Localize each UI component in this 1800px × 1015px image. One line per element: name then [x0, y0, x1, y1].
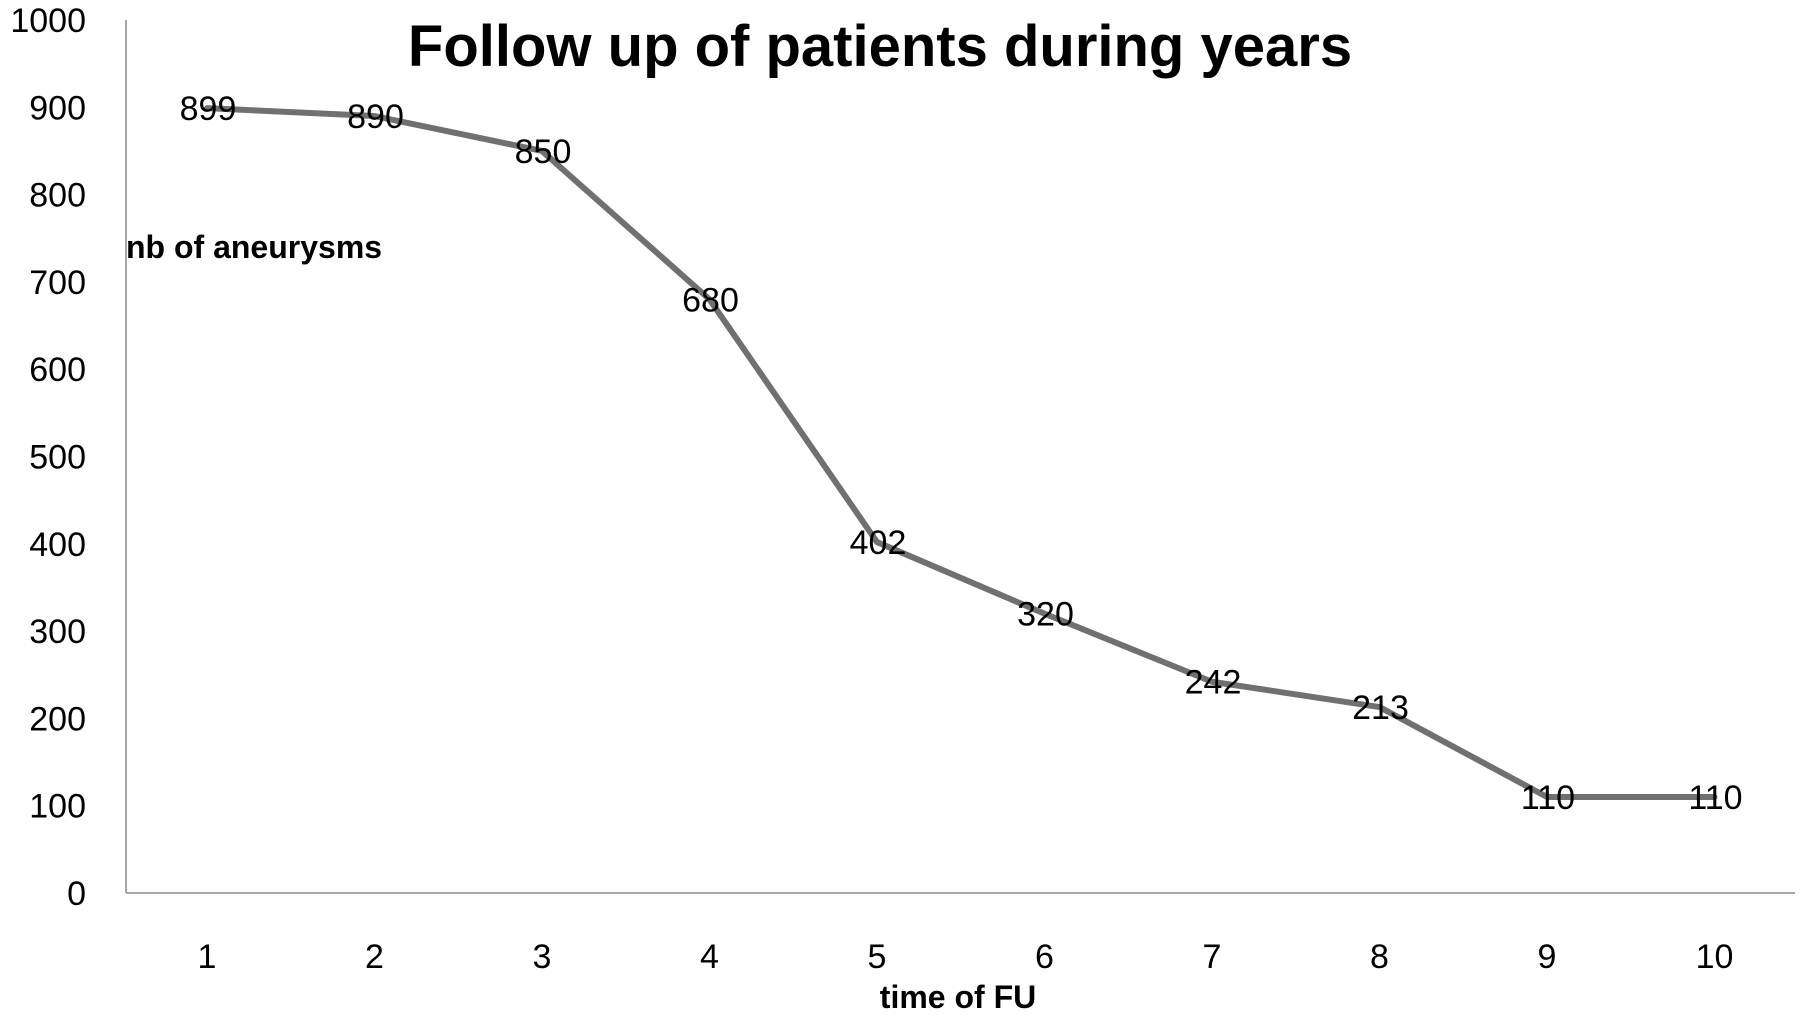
y-tick-label: 0	[67, 875, 86, 913]
data-labels: 899 890 850 680 402 320 242 213 110 110	[180, 90, 1743, 817]
data-label: 402	[850, 524, 907, 562]
y-tick-label: 800	[29, 177, 86, 215]
data-label: 890	[347, 98, 404, 136]
y-tick-label: 300	[29, 613, 86, 651]
data-label: 110	[1521, 779, 1575, 817]
y-tick-label: 900	[29, 89, 86, 127]
x-tick-label: 10	[1696, 938, 1734, 976]
x-axis-label: time of FU	[880, 979, 1036, 1015]
x-axis-ticks: 1 2 3 4 5 6 7 8 9 10	[198, 938, 1734, 976]
data-label: 110	[1688, 779, 1742, 817]
y-tick-label: 200	[29, 700, 86, 738]
data-label: 320	[1017, 596, 1074, 634]
y-axis-ticks: 0 100 200 300 400 500 600 700 800 900 1000	[10, 2, 86, 913]
y-tick-label: 600	[29, 351, 86, 389]
y-axis-label: nb of aneurysms	[126, 229, 382, 265]
y-tick-label: 400	[29, 526, 86, 564]
x-tick-label: 1	[198, 938, 217, 976]
y-tick-label: 500	[29, 439, 86, 477]
x-tick-label: 2	[365, 938, 384, 976]
x-tick-label: 8	[1370, 938, 1389, 976]
x-tick-label: 6	[1035, 938, 1054, 976]
x-tick-label: 5	[868, 938, 887, 976]
y-tick-label: 100	[29, 788, 86, 826]
x-tick-label: 9	[1538, 938, 1557, 976]
y-tick-label: 1000	[10, 2, 86, 40]
data-label: 850	[515, 133, 572, 171]
data-label: 242	[1185, 664, 1242, 702]
data-label: 213	[1352, 689, 1409, 727]
x-tick-label: 4	[700, 938, 719, 976]
chart-title: Follow up of patients during years	[408, 14, 1352, 79]
x-tick-label: 3	[533, 938, 552, 976]
x-tick-label: 7	[1203, 938, 1222, 976]
data-label: 680	[682, 281, 739, 319]
y-tick-label: 700	[29, 264, 86, 302]
data-label: 899	[180, 90, 237, 128]
series-line	[204, 105, 1718, 800]
